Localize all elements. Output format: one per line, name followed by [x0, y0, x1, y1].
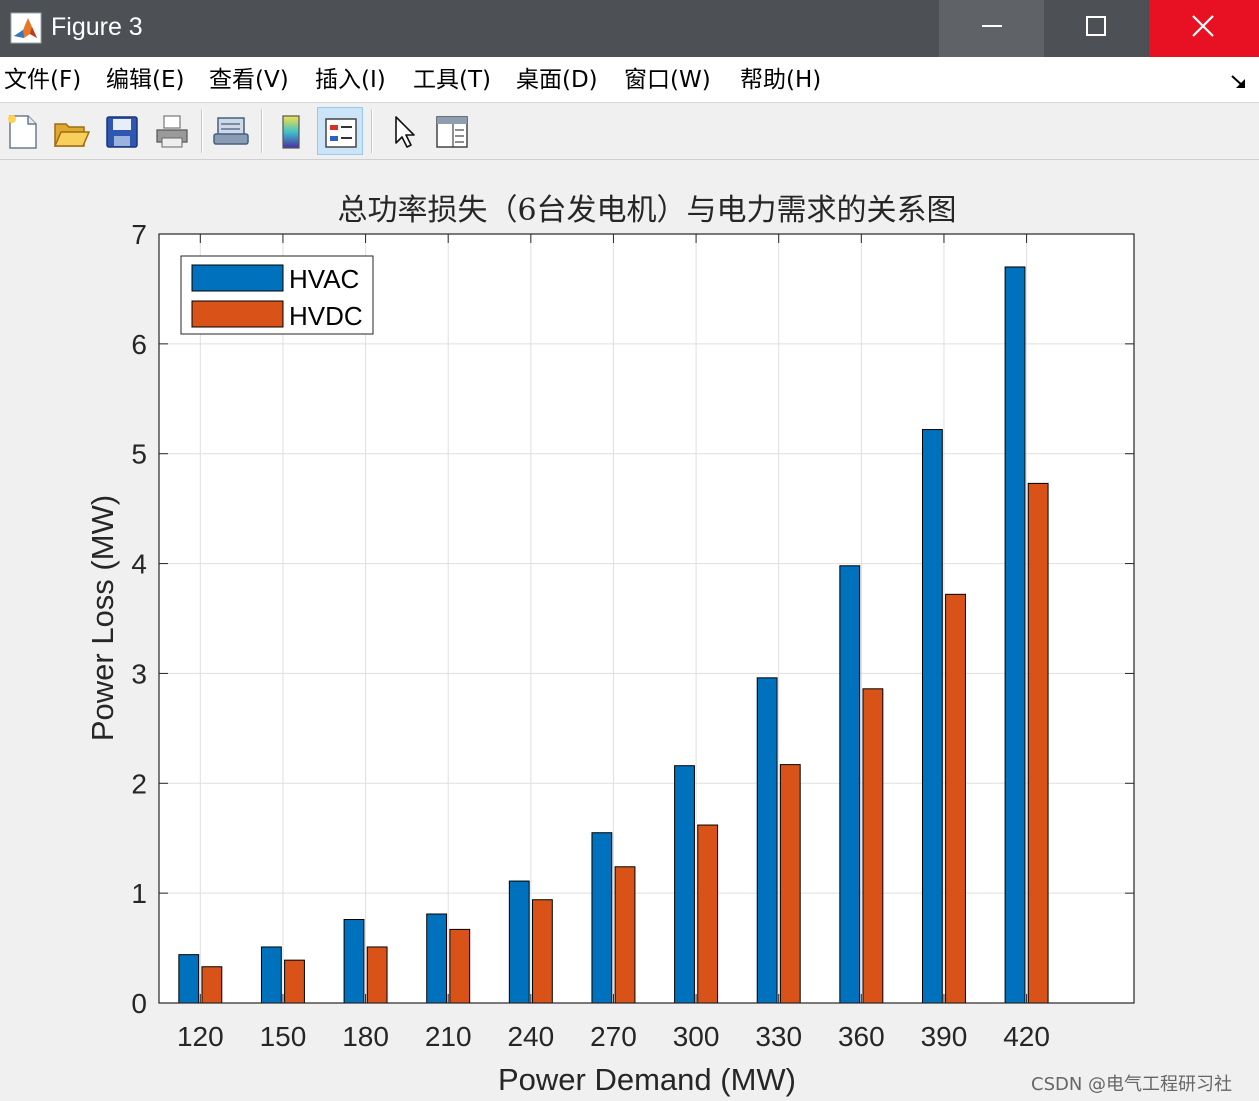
save-button[interactable] — [100, 107, 146, 155]
toolbar-separator — [371, 109, 373, 153]
maximize-button[interactable] — [1044, 0, 1149, 57]
legend-swatch-hvdc — [191, 300, 284, 328]
legend-label-hvdc: HVDC — [289, 301, 363, 331]
bar-hvdc-390 — [945, 593, 966, 1004]
legend-swatch-hvac — [191, 264, 284, 292]
bar-hvac-240 — [508, 880, 530, 1004]
bar-hvdc-330 — [779, 764, 801, 1004]
x-tick-label: 120 — [177, 1021, 224, 1052]
bar-hvdc-300 — [697, 824, 719, 1004]
print-preview-button[interactable] — [208, 107, 254, 155]
plot-axes-box — [158, 233, 1135, 1004]
x-tick-label: 240 — [507, 1021, 554, 1052]
figure-canvas: 0 1 2 3 4 5 6 7 120 150 180 210 240 270 300 330 360 390 42… — [85, 193, 1135, 1097]
bar-hvac-390 — [921, 429, 943, 1004]
menu-insert[interactable]: 插入(I) — [315, 67, 386, 93]
bar-hvac-210 — [426, 913, 448, 1004]
y-tick-label: 2 — [131, 768, 147, 799]
y-tick-label: 5 — [131, 439, 147, 470]
y-tick-label: 7 — [131, 219, 147, 250]
open-file-icon — [53, 123, 90, 147]
menu-window[interactable]: 窗口(W) — [624, 67, 711, 93]
x-tick-label: 300 — [673, 1021, 720, 1052]
window-title: Figure 3 — [51, 13, 143, 41]
x-axis-label: Power Demand (MW) — [498, 1062, 796, 1097]
dock-arrow-icon[interactable] — [1228, 70, 1250, 92]
x-tick-label: 270 — [590, 1021, 637, 1052]
chart-title: 总功率损失（6台发电机）与电力需求的关系图 — [337, 193, 956, 228]
y-tick-label: 1 — [131, 878, 147, 909]
pointer-icon — [395, 116, 415, 148]
legend[interactable]: HVAC HVDC — [180, 255, 374, 335]
legend-icon — [325, 118, 357, 148]
menu-tools[interactable]: 工具(T) — [413, 67, 491, 93]
close-icon — [1192, 15, 1214, 37]
menu-view[interactable]: 查看(V) — [209, 67, 289, 93]
y-tick-label: 0 — [131, 988, 147, 1019]
minimize-button[interactable] — [939, 0, 1044, 57]
bar-hvac-120 — [178, 954, 200, 1004]
y-axis-label: Power Loss (MW) — [85, 495, 120, 741]
bar-hvac-360 — [839, 565, 861, 1004]
toolbar-separator — [261, 109, 263, 153]
bar-hvdc-420 — [1027, 482, 1049, 1004]
watermark: CSDN @电气工程研习社 — [1031, 1074, 1233, 1095]
window-title-bar: Figure 3 — [0, 0, 1259, 57]
x-tick-label: 390 — [921, 1021, 968, 1052]
tick-labels: 0 1 2 3 4 5 6 7 120 150 180 210 240 270 300 330 360 390 42… — [131, 219, 1050, 1052]
x-tick-label: 360 — [838, 1021, 885, 1052]
legend-label-hvac: HVAC — [289, 264, 359, 294]
menu-edit[interactable]: 编辑(E) — [106, 67, 185, 93]
bar-hvac-300 — [674, 765, 695, 1004]
bar-hvdc-120 — [201, 966, 223, 1004]
save-icon — [106, 116, 138, 148]
matlab-icon — [10, 12, 42, 44]
x-tick-label: 210 — [425, 1021, 472, 1052]
x-tick-label: 330 — [755, 1021, 802, 1052]
print-button[interactable] — [150, 107, 196, 155]
menu-file[interactable]: 文件(F) — [4, 67, 82, 93]
x-tick-label: 420 — [1003, 1021, 1050, 1052]
legend-button[interactable] — [317, 107, 363, 155]
bar-hvdc-360 — [862, 688, 884, 1004]
figure-toolbar — [0, 103, 1259, 160]
grid-lines — [159, 234, 1134, 1003]
plot-axes-background — [159, 234, 1134, 1003]
bar-series — [178, 266, 1049, 1004]
menu-desktop[interactable]: 桌面(D) — [516, 67, 598, 93]
axis-ticks — [159, 233, 1134, 1004]
bar-hvac-330 — [756, 677, 778, 1004]
bar-hvac-270 — [591, 832, 613, 1004]
menu-help[interactable]: 帮助(H) — [740, 67, 822, 93]
x-tick-label: 180 — [342, 1021, 389, 1052]
property-editor-icon — [436, 116, 468, 148]
bar-hvac-180 — [343, 919, 365, 1004]
x-tick-label: 150 — [260, 1021, 307, 1052]
toolbar-separator — [201, 109, 203, 153]
open-file-button[interactable] — [48, 107, 94, 155]
bar-hvac-150 — [260, 946, 282, 1004]
bar-hvdc-150 — [284, 959, 305, 1004]
colorbar-button[interactable] — [268, 107, 314, 155]
colorbar-icon — [282, 115, 300, 149]
new-figure-button[interactable] — [0, 107, 46, 155]
pointer-button[interactable] — [380, 107, 426, 155]
property-editor-button[interactable] — [429, 107, 475, 155]
print-preview-icon — [213, 117, 249, 145]
y-tick-label: 3 — [131, 658, 147, 689]
new-figure-icon — [8, 115, 37, 149]
minimize-icon — [982, 25, 1002, 27]
print-icon — [156, 115, 188, 148]
y-tick-label: 4 — [131, 549, 147, 580]
bar-hvdc-180 — [366, 946, 388, 1004]
bar-hvdc-240 — [531, 899, 553, 1004]
close-button[interactable] — [1149, 0, 1259, 57]
y-tick-label: 6 — [131, 329, 147, 360]
menu-bar: 文件(F) 编辑(E) 查看(V) 插入(I) 工具(T) 桌面(D) 窗口(W… — [0, 57, 1259, 103]
bar-hvdc-270 — [614, 866, 636, 1004]
bar-hvac-420 — [1004, 266, 1026, 1004]
maximize-icon — [1086, 16, 1106, 36]
bar-hvdc-210 — [449, 928, 471, 1004]
